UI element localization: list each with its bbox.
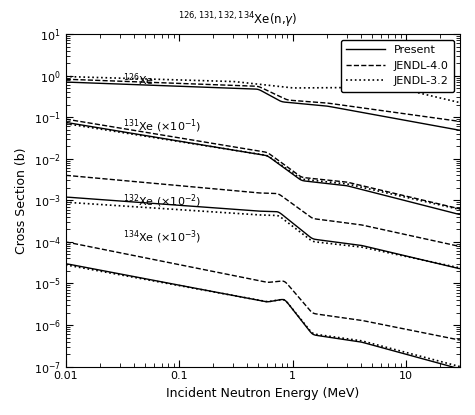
Text: $^{126}$Xe: $^{126}$Xe xyxy=(123,71,154,88)
X-axis label: Incident Neutron Energy (MeV): Incident Neutron Energy (MeV) xyxy=(166,387,360,400)
Legend: Present, JENDL-4.0, JENDL-3.2: Present, JENDL-4.0, JENDL-3.2 xyxy=(341,39,455,92)
Y-axis label: Cross Section (b): Cross Section (b) xyxy=(15,147,28,254)
Text: $^{134}$Xe ($\times$10$^{-3}$): $^{134}$Xe ($\times$10$^{-3}$) xyxy=(123,228,201,246)
Text: $^{131}$Xe ($\times$10$^{-1}$): $^{131}$Xe ($\times$10$^{-1}$) xyxy=(123,117,201,134)
Text: $^{126,131,132,134}$Xe(n,$\gamma$): $^{126,131,132,134}$Xe(n,$\gamma$) xyxy=(178,10,297,30)
Text: $^{132}$Xe ($\times$10$^{-2}$): $^{132}$Xe ($\times$10$^{-2}$) xyxy=(123,192,201,210)
